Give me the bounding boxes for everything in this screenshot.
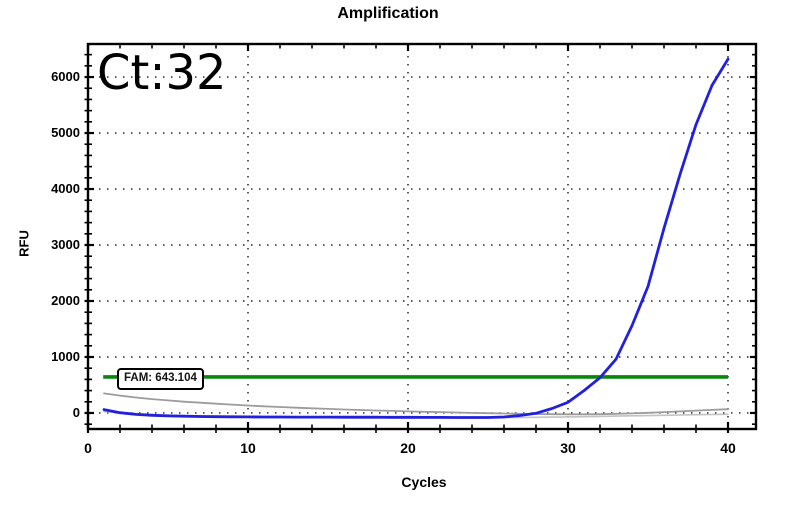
amplification-trace bbox=[102, 57, 730, 419]
y-tick-label: 4000 bbox=[51, 181, 80, 197]
x-tick-label: 40 bbox=[720, 440, 736, 456]
x-tick-label: 20 bbox=[400, 440, 416, 456]
baseline-gray-trace bbox=[103, 392, 729, 416]
y-tick-label: 6000 bbox=[51, 69, 80, 85]
plot-frame bbox=[86, 42, 758, 431]
x-tick-label: 0 bbox=[84, 440, 92, 456]
y-tick-label: 2000 bbox=[51, 293, 80, 308]
x-tick-label: 10 bbox=[240, 440, 256, 456]
y-tick-label: 1000 bbox=[51, 348, 80, 364]
y-axis-title: RFU bbox=[16, 230, 32, 257]
x-tick-label: 30 bbox=[560, 440, 576, 456]
y-tick-label: 3000 bbox=[51, 237, 80, 252]
ct-annotation: Ct:32 bbox=[97, 45, 227, 101]
chart-title: Amplification bbox=[337, 5, 439, 22]
y-tick-label: 0 bbox=[72, 404, 80, 420]
y-tick-label: 5000 bbox=[51, 125, 80, 141]
fam-threshold-label[interactable]: FAM: 643.104 bbox=[117, 368, 204, 390]
x-axis-title: Cycles bbox=[401, 474, 447, 490]
